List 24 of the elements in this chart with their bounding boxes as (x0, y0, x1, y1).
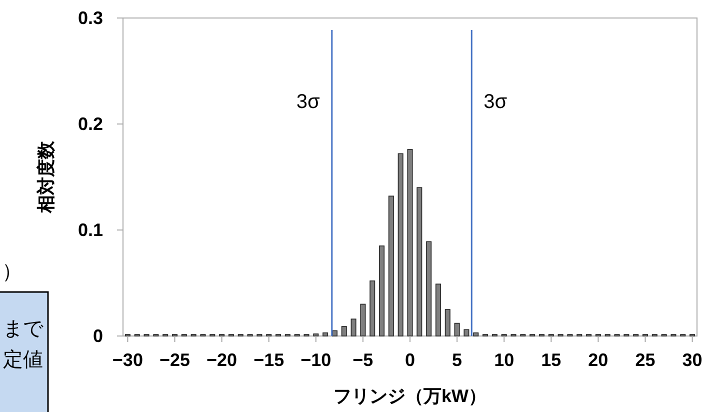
ref-line-label: 3σ (296, 91, 321, 113)
x-tick-label: −15 (254, 350, 284, 370)
ref-line-label: 3σ (484, 91, 508, 113)
x-axis-title: フリンジ（万kW） (334, 386, 486, 406)
x-tick-label: −10 (300, 350, 332, 370)
x-tick-label: 0 (404, 350, 416, 370)
x-tick-label: 30 (682, 350, 702, 370)
x-tick-label: 25 (635, 350, 656, 370)
x-tick-label: 10 (494, 350, 514, 370)
x-tick-label: −30 (112, 350, 143, 370)
y-tick-label: 0.3 (78, 8, 103, 28)
x-tick-label: 20 (588, 350, 608, 370)
y-tick-label: 0.2 (78, 114, 103, 134)
x-tick-label: −20 (206, 350, 238, 370)
y-axis-title: 相対度数 (36, 140, 56, 214)
text: まで (3, 318, 44, 340)
text: 定値 (3, 349, 43, 371)
x-tick-label: −25 (159, 350, 190, 370)
x-tick-label: 5 (452, 350, 462, 370)
y-tick-label: 0.1 (78, 220, 103, 240)
x-tick-label: −5 (352, 350, 374, 370)
text: ） (2, 261, 22, 283)
y-tick-label: 0 (92, 326, 103, 346)
x-tick-label: 15 (541, 350, 562, 370)
